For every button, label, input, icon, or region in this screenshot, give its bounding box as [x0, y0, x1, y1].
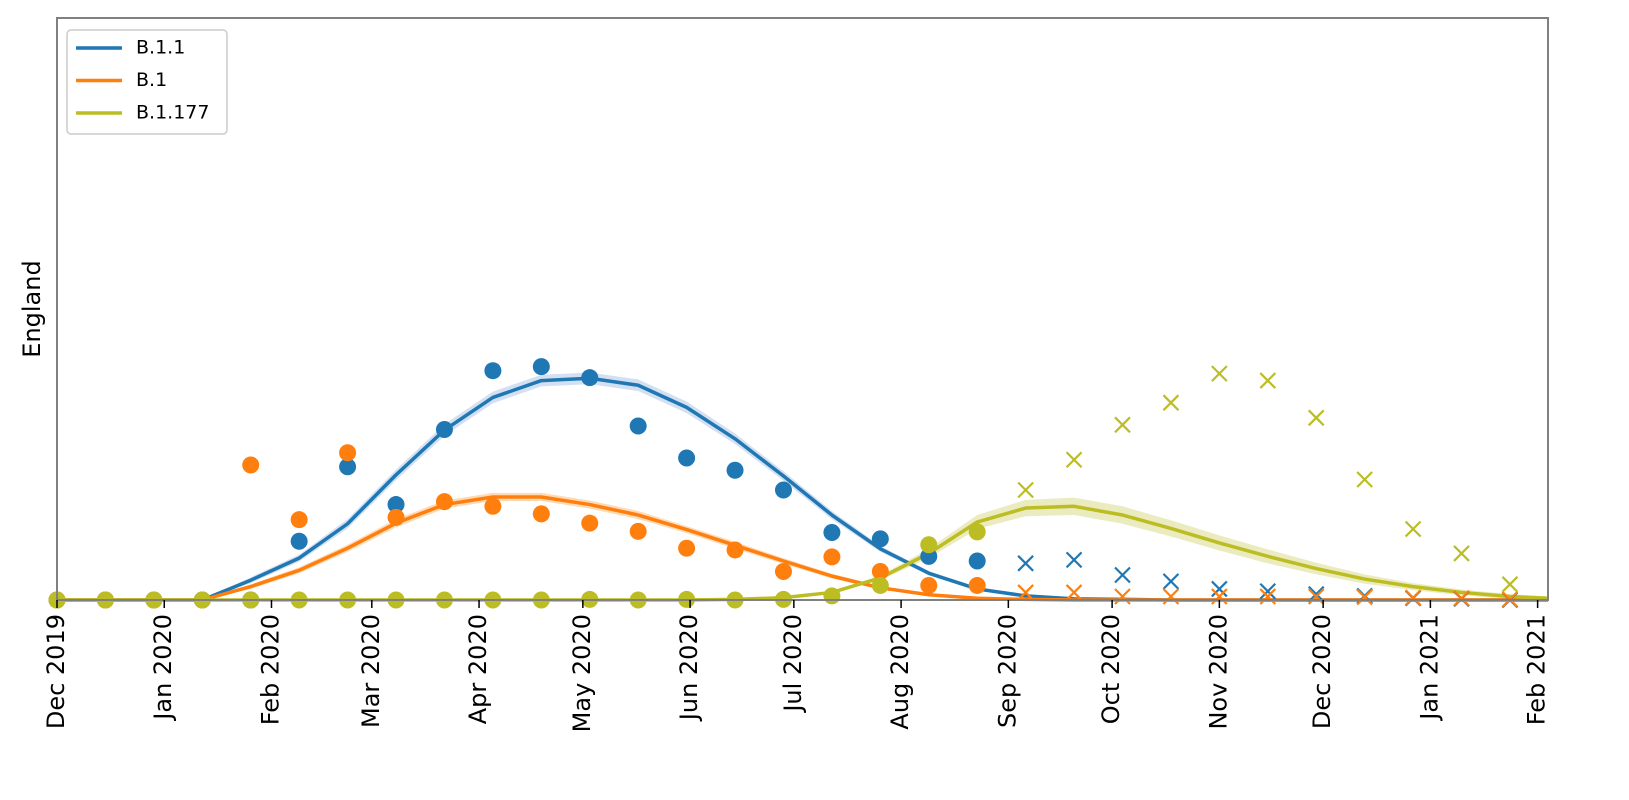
observed-point-b-1-1: [629, 417, 647, 435]
held-out-point-b-1-177: [1501, 576, 1519, 593]
held-out-point-b-1: [1065, 584, 1083, 601]
band-b-1-177: [57, 497, 1548, 600]
observed-point-b-1-1: [968, 552, 986, 570]
x-tick-label-dec-2020: Dec 2020: [1308, 614, 1336, 729]
plot-frame: [56, 17, 1549, 601]
x-tick-label-feb-2020: Feb 2020: [256, 614, 284, 725]
held-out-point-b-1-1: [1259, 582, 1277, 600]
x-tick-label-nov-2020: Nov 2020: [1204, 614, 1232, 730]
observed-point-b-1-1: [678, 449, 696, 467]
observed-point-b-1-1: [774, 481, 792, 499]
legend-label-b-1-1: B.1.1: [136, 37, 185, 59]
held-out-point-b-1: [1114, 588, 1131, 605]
x-tick-label-dec-2019: Dec 2019: [42, 614, 70, 729]
y-axis-label: England: [18, 260, 46, 357]
held-out-point-b-1-1: [1065, 551, 1083, 569]
held-out-point-b-1-177: [1162, 394, 1180, 411]
observed-point-b-1: [484, 497, 502, 515]
held-out-point-b-1: [1259, 588, 1277, 605]
held-out-point-b-1: [1453, 589, 1470, 607]
observed-point-b-1: [774, 562, 792, 580]
legend-label-b-1-177: B.1.177: [136, 102, 209, 124]
held-out-point-b-1-1: [1162, 573, 1180, 590]
x-tick-label-jan-2021: Jan 2021: [1415, 614, 1443, 722]
observed-point-b-1-1: [920, 547, 938, 565]
observed-point-b-1-177: [871, 576, 889, 594]
x-tick-label-jun-2020: Jun 2020: [675, 614, 703, 722]
held-out-point-b-1-177: [1356, 471, 1373, 488]
observed-point-b-1: [532, 505, 550, 523]
observed-point-b-1-1: [871, 530, 889, 548]
observed-point-b-1: [629, 522, 647, 540]
legend: B.1.1 B.1 B.1.177: [66, 29, 228, 135]
observed-point-b-1: [920, 576, 938, 594]
x-tick-label-feb-2021: Feb 2021: [1523, 614, 1551, 725]
held-out-point-b-1: [1356, 588, 1373, 606]
observed-point-b-1: [968, 576, 986, 594]
band-b-1: [57, 492, 1548, 600]
observed-point-b-1-1: [823, 523, 841, 541]
observed-point-b-1-177: [968, 523, 986, 541]
held-out-point-b-1-177: [1065, 451, 1083, 469]
observed-point-b-1: [435, 493, 453, 511]
observed-point-b-1-1: [339, 458, 357, 476]
observed-point-b-1-1: [532, 358, 550, 376]
x-tick-label-aug-2020: Aug 2020: [886, 614, 914, 730]
x-tick-label-may-2020: May 2020: [568, 614, 596, 732]
confidence-bands: [57, 372, 1548, 600]
observed-point-b-1-1: [435, 420, 453, 438]
x-tick-label-apr-2020: Apr 2020: [464, 614, 492, 724]
held-out-point-b-1-1: [1114, 566, 1131, 584]
held-out-point-b-1-177: [1211, 365, 1228, 382]
x-tick-label-jan-2020: Jan 2020: [149, 614, 177, 722]
observed-point-b-1-1: [290, 532, 308, 550]
legend-label-b-1: B.1: [136, 69, 167, 91]
observed-point-b-1-1: [581, 369, 599, 387]
observed-point-b-1-1: [726, 461, 744, 479]
observed-point-b-1: [242, 456, 260, 474]
observed-point-b-1: [387, 508, 405, 526]
observed-point-b-1: [581, 514, 599, 532]
observed-point-b-1: [678, 539, 696, 557]
held-out-point-b-1: [1211, 588, 1228, 605]
x-axis: Dec 2019 Jan 2020 Feb 2020 Mar 2020 Apr 2020…: [42, 600, 1551, 732]
held-out-point-b-1-177: [1017, 481, 1034, 499]
observed-point-b-1: [823, 548, 841, 566]
x-tick-label-jul-2020: Jul 2020: [779, 614, 807, 714]
held-out-point-b-1-177: [1404, 520, 1422, 538]
x-tick-label-mar-2020: Mar 2020: [357, 614, 385, 728]
x-tick-label-oct-2020: Oct 2020: [1097, 614, 1125, 724]
held-out-point-b-1-177: [1453, 545, 1470, 562]
observed-point-b-1: [339, 444, 357, 462]
held-out-point-b-1-177: [1114, 416, 1131, 434]
observed-point-b-1-1: [484, 362, 502, 380]
held-out-point-b-1: [1162, 588, 1180, 605]
observed-point-b-1-177: [920, 536, 938, 554]
held-out-point-b-1-1: [1017, 555, 1034, 572]
x-tick-label-sep-2020: Sep 2020: [993, 614, 1021, 728]
observed-point-b-1: [726, 541, 744, 559]
observed-point-b-1-177: [823, 587, 841, 605]
held-out-point-b-1: [1307, 588, 1325, 605]
held-out-point-b-1-1: [1211, 580, 1228, 598]
held-out-point-b-1-177: [1307, 409, 1325, 427]
held-out-point-b-1-177: [1259, 372, 1277, 389]
held-out-point-b-1: [1017, 584, 1034, 601]
held-out-point-b-1: [1404, 589, 1422, 606]
observed-point-b-1-1: [387, 496, 405, 514]
observed-point-b-1: [871, 562, 889, 580]
observed-point-b-1: [290, 511, 308, 529]
legend-box: [66, 29, 228, 135]
